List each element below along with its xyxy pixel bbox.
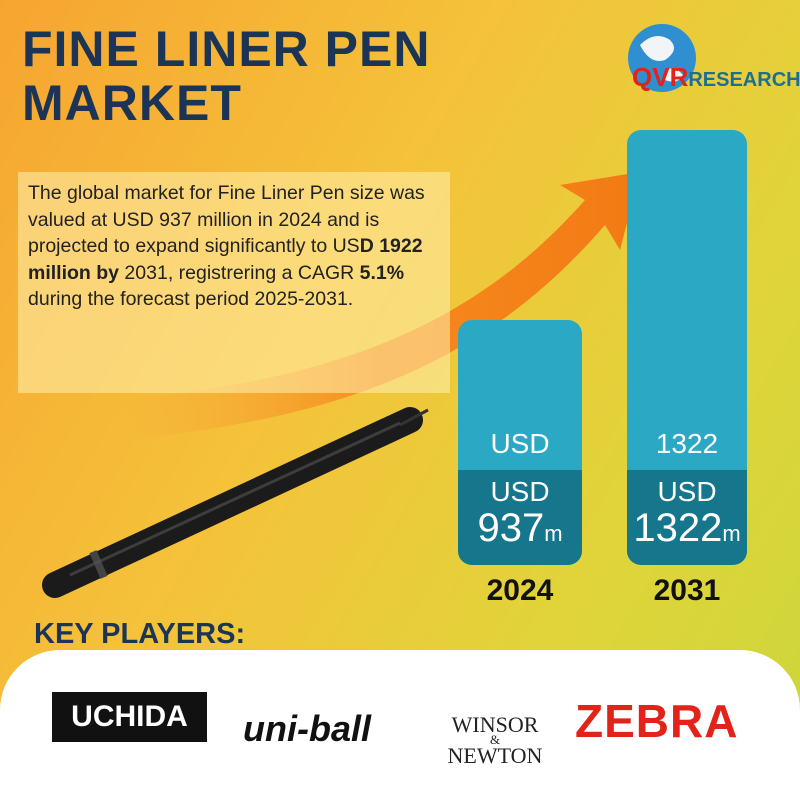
year: 2024 (486, 574, 554, 607)
bar: USD USD 937m (458, 320, 582, 565)
title: FINE LINER PEN MARKET (22, 22, 430, 130)
value-line: 1322m (627, 508, 747, 554)
pen (42, 407, 429, 598)
bar-top-label: 1322 (655, 428, 719, 459)
logo-mark: QVR (632, 62, 689, 92)
logo-text: NEWTON (447, 743, 543, 768)
value: 937 (477, 506, 545, 550)
bar: 1322 USD 1322m (627, 130, 747, 565)
bar-value-box: USD 1322m (627, 470, 747, 565)
currency: USD (490, 476, 550, 507)
summary-text: 5.1% (359, 261, 405, 284)
growth-arrow (120, 172, 640, 440)
value-line: 937m (458, 508, 582, 554)
logo-uniball: uni-ball (243, 708, 371, 749)
year: 2031 (653, 574, 721, 607)
logo-text: RESEARCH (688, 69, 800, 91)
unit: m (544, 521, 563, 546)
logo-globe (628, 24, 696, 92)
summary-text: The global market for Fine Liner Pen siz… (28, 182, 425, 257)
logo-text: & (489, 732, 501, 747)
key-players-title: KEY PLAYERS: (34, 618, 246, 650)
logo: QVRRESEARCH (632, 62, 800, 93)
summary-text: D 1922 million by (28, 235, 423, 284)
logo-winsor-newton: WINSOR & NEWTON (440, 712, 550, 768)
logo-text: WINSOR (451, 712, 539, 737)
title-line: MARKET (22, 75, 242, 131)
value: 1322 (633, 506, 723, 550)
logo-uchida: UCHIDA (52, 692, 207, 742)
bar-value-box: USD 937m (458, 470, 582, 565)
unit: m (722, 521, 741, 546)
summary-text: during the forecast period 2025-2031. (28, 288, 354, 310)
bar-top-label: USD (490, 428, 550, 459)
currency: USD (657, 476, 717, 507)
summary: The global market for Fine Liner Pen siz… (18, 172, 450, 393)
title-line: FINE LINER PEN (22, 21, 431, 77)
logo-zebra: ZEBRA (575, 695, 739, 747)
summary-text: 2031, registrering a CAGR (119, 261, 360, 284)
